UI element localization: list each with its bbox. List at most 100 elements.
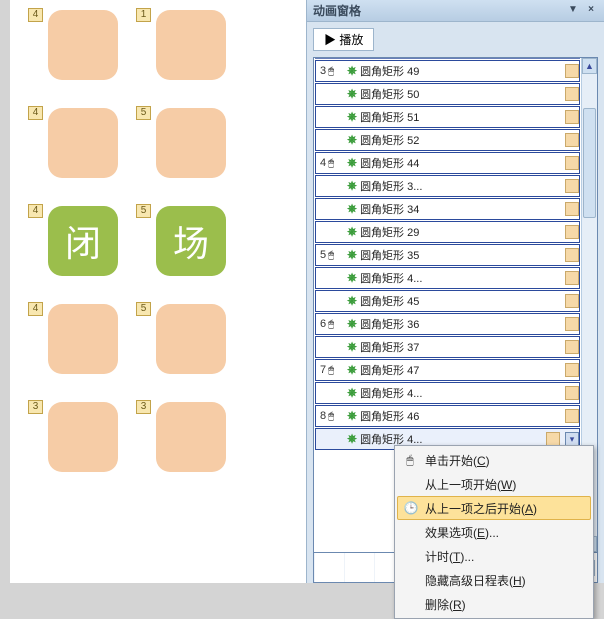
rounded-rect (48, 10, 118, 80)
color-swatch (565, 156, 579, 170)
effect-icon: ✵ (347, 340, 357, 354)
close-icon[interactable]: × (584, 4, 598, 18)
slide-shape[interactable]: 4 (28, 304, 118, 374)
animation-order-badge: 3 (136, 400, 151, 414)
mouse-icon: 🖱 (328, 66, 334, 77)
menu-item-label: 隐藏高级日程表(H) (425, 572, 526, 589)
menu-item-label: 单击开始(C) (425, 452, 490, 469)
animation-row[interactable]: ✵圆角矩形 4... (315, 267, 580, 289)
effect-icon: ✵ (347, 386, 357, 400)
slide-shape[interactable]: 5 (136, 304, 226, 374)
rounded-rect (48, 304, 118, 374)
row-label: 圆角矩形 4... (360, 270, 562, 286)
row-label: 圆角矩形 51 (360, 109, 562, 125)
menu-item-label: 从上一项之后开始(A) (425, 500, 537, 517)
row-label: 圆角矩形 50 (360, 86, 562, 102)
effect-icon: ✵ (347, 202, 357, 216)
effect-icon: ✵ (347, 363, 357, 377)
animation-row[interactable]: ✵圆角矩形 45 (315, 290, 580, 312)
row-label: 圆角矩形 35 (360, 247, 562, 263)
slide-canvas: 41454闭5场4533 (10, 0, 310, 583)
color-swatch (565, 110, 579, 124)
rounded-rect (48, 108, 118, 178)
animation-row[interactable]: ✵圆角矩形 37 (315, 336, 580, 358)
rounded-rect (156, 10, 226, 80)
animation-order-badge: 4 (28, 204, 43, 218)
menu-item-label: 计时(T)... (425, 548, 474, 565)
animation-row[interactable]: 7🖱✵圆角矩形 47 (315, 359, 580, 381)
row-label: 圆角矩形 4... (360, 385, 562, 401)
effect-icon: ✵ (347, 271, 357, 285)
animation-row[interactable]: ✵圆角矩形 50 (315, 83, 580, 105)
slide-shape[interactable]: 3 (28, 402, 118, 472)
color-swatch (565, 179, 579, 193)
rounded-rect-green: 场 (156, 206, 226, 276)
dropdown-icon[interactable]: ▼ (566, 4, 580, 18)
context-menu-item[interactable]: 🖱 单击开始(C) (397, 448, 591, 472)
play-button[interactable]: ▶ 播放 (313, 28, 374, 51)
slide-shape[interactable]: 3 (136, 402, 226, 472)
animation-row[interactable]: ✵圆角矩形 52 (315, 129, 580, 151)
scroll-thumb[interactable] (583, 108, 596, 218)
mouse-icon: 🖱 (328, 158, 334, 169)
animation-row[interactable]: 4🖱✵圆角矩形 44 (315, 152, 580, 174)
rounded-rect-green: 闭 (48, 206, 118, 276)
mouse-icon: 🖱 (401, 453, 419, 468)
row-dropdown-button[interactable]: ▾ (565, 432, 579, 446)
slide-shape[interactable]: 5 (136, 108, 226, 178)
animation-order-badge: 5 (136, 204, 151, 218)
animation-order-badge: 4 (28, 8, 43, 22)
context-menu-item[interactable]: 隐藏高级日程表(H) (397, 568, 591, 592)
context-menu[interactable]: 🖱 单击开始(C) 从上一项开始(W)🕒从上一项之后开始(A) 效果选项(E)... 计… (394, 445, 594, 619)
slide-shape[interactable]: 4 (28, 108, 118, 178)
color-swatch (565, 248, 579, 262)
animation-order-badge: 1 (136, 8, 151, 22)
row-number-col: 4🖱 (320, 157, 344, 169)
scroll-up-button[interactable]: ▲ (582, 58, 597, 74)
color-swatch (565, 225, 579, 239)
rounded-rect (156, 402, 226, 472)
row-label: 圆角矩形 36 (360, 316, 562, 332)
animation-row[interactable]: 8🖱✵圆角矩形 46 (315, 405, 580, 427)
effect-icon: ✵ (347, 133, 357, 147)
context-menu-item[interactable]: 从上一项开始(W) (397, 472, 591, 496)
context-menu-item[interactable]: 计时(T)... (397, 544, 591, 568)
animation-row[interactable]: 6🖱✵圆角矩形 36 (315, 313, 580, 335)
slide-shape[interactable]: 1 (136, 10, 226, 80)
slide-shape[interactable]: 4闭 (28, 206, 118, 276)
animation-row[interactable]: ✵圆角矩形 34 (315, 198, 580, 220)
slide-shape[interactable]: 5场 (136, 206, 226, 276)
row-label: 圆角矩形 52 (360, 132, 562, 148)
row-label: 圆角矩形 49 (360, 57, 562, 58)
row-label: 圆角矩形 44 (360, 155, 562, 171)
context-menu-item[interactable]: 🕒从上一项之后开始(A) (397, 496, 591, 520)
animation-row[interactable]: ✵圆角矩形 51 (315, 106, 580, 128)
color-swatch (565, 202, 579, 216)
animation-order-badge: 3 (28, 400, 43, 414)
effect-icon: ✵ (347, 225, 357, 239)
row-label: 圆角矩形 34 (360, 201, 562, 217)
effect-icon: ✵ (347, 409, 357, 423)
animation-row[interactable]: ✵圆角矩形 49 (315, 57, 580, 59)
animation-row[interactable]: ✵圆角矩形 29 (315, 221, 580, 243)
color-swatch (565, 87, 579, 101)
row-label: 圆角矩形 49 (360, 63, 562, 79)
animation-row[interactable]: ✵圆角矩形 4... (315, 382, 580, 404)
animation-row[interactable]: ✵圆角矩形 3... (315, 175, 580, 197)
animation-order-badge: 5 (136, 106, 151, 120)
effect-icon: ✵ (347, 248, 357, 262)
context-menu-item[interactable]: 删除(R) (397, 592, 591, 616)
rounded-rect (48, 402, 118, 472)
context-menu-item[interactable]: 效果选项(E)... (397, 520, 591, 544)
row-number-col: 3🖱 (320, 65, 344, 77)
color-swatch (565, 409, 579, 423)
animation-row[interactable]: 5🖱✵圆角矩形 35 (315, 244, 580, 266)
effect-icon: ✵ (347, 317, 357, 331)
effect-icon: ✵ (347, 87, 357, 101)
menu-item-label: 效果选项(E)... (425, 524, 499, 541)
color-swatch (565, 294, 579, 308)
slide-shape[interactable]: 4 (28, 10, 118, 80)
animation-row[interactable]: 3🖱 ✵圆角矩形 49 (315, 60, 580, 82)
row-label: 圆角矩形 37 (360, 339, 562, 355)
rounded-rect (156, 108, 226, 178)
